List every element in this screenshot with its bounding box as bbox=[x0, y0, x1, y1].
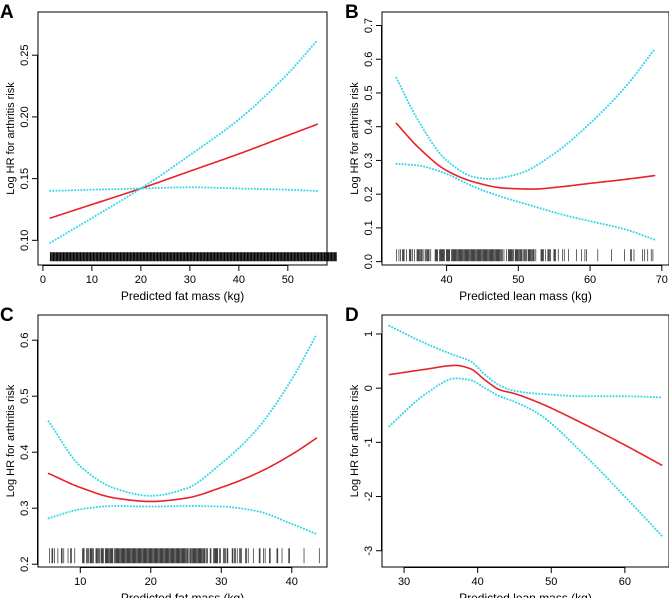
ci-upper-line-b bbox=[395, 48, 656, 180]
x-tick-label-b: 50 bbox=[512, 274, 524, 286]
x-tick-label-a: 40 bbox=[233, 274, 245, 286]
x-tick-label-c: 40 bbox=[286, 576, 298, 588]
y-axis-label-a: Log HR for arthritis risk bbox=[5, 82, 17, 195]
y-tick-label-b: 0.0 bbox=[363, 254, 375, 269]
estimate-line-a bbox=[49, 123, 318, 219]
ci-lower-line-a bbox=[49, 39, 319, 244]
y-tick-label-a: 0.10 bbox=[19, 230, 31, 251]
plot-frame-c bbox=[37, 314, 328, 568]
y-tick-label-b: 0.6 bbox=[363, 52, 375, 67]
rug-a bbox=[49, 252, 337, 262]
y-tick-label-c: 0.6 bbox=[19, 333, 31, 348]
ci-upper-line-d bbox=[388, 324, 663, 399]
y-tick-label-d: 1 bbox=[363, 331, 375, 337]
x-tick-label-d: 40 bbox=[472, 576, 484, 588]
panel-b-label: B bbox=[345, 2, 359, 23]
x-tick-label-d: 50 bbox=[545, 576, 557, 588]
panel-c: C 10 20 30 40 Predicted fat mass (kg) 0.2 0.3 0… bbox=[0, 305, 328, 598]
x-tick-label-c: 20 bbox=[145, 576, 157, 588]
y-tick-label-b: 0.5 bbox=[363, 85, 375, 100]
ci-lower-line-b bbox=[395, 162, 656, 241]
x-tick-label-c: 10 bbox=[74, 576, 86, 588]
x-tick-label-a: 30 bbox=[184, 274, 196, 286]
panel-a: A 0 10 20 30 40 50 Predicted fat mass (kg) 0.10… bbox=[0, 2, 337, 303]
x-tick-label-b: 70 bbox=[656, 274, 668, 286]
x-tick-label-a: 0 bbox=[40, 274, 46, 286]
x-tick-label-a: 20 bbox=[135, 274, 147, 286]
y-tick-label-d: -3 bbox=[363, 546, 375, 556]
panel-d: D 30 40 50 60 Predicted lean mass (kg) -3 -2 -1… bbox=[345, 305, 669, 598]
y-axis-label-d: Log HR for arthritis risk bbox=[349, 384, 361, 497]
x-tick-label-a: 50 bbox=[282, 274, 294, 286]
panel-c-label: C bbox=[0, 305, 14, 326]
ci-lower-line-c bbox=[47, 504, 318, 535]
y-tick-label-a: 0.15 bbox=[19, 168, 31, 189]
y-tick-label-a: 0.20 bbox=[19, 106, 31, 127]
y-tick-label-a: 0.25 bbox=[19, 44, 31, 65]
panel-a-label: A bbox=[0, 2, 14, 23]
y-tick-label-d: -2 bbox=[363, 492, 375, 502]
y-tick-label-c: 0.5 bbox=[19, 389, 31, 404]
y-tick-label-b: 0.2 bbox=[363, 187, 375, 202]
x-axis-label-d: Predicted lean mass (kg) bbox=[459, 591, 592, 598]
plot-frame-a bbox=[37, 11, 328, 266]
y-tick-label-b: 0.1 bbox=[363, 220, 375, 235]
x-axis-label-a: Predicted fat mass (kg) bbox=[121, 289, 244, 303]
y-axis-label-c: Log HR for arthritis risk bbox=[5, 384, 17, 497]
rug-c bbox=[49, 548, 320, 564]
x-tick-label-b: 60 bbox=[584, 274, 596, 286]
y-tick-label-b: 0.7 bbox=[363, 18, 375, 33]
y-tick-label-c: 0.2 bbox=[19, 557, 31, 572]
x-axis-label-c: Predicted fat mass (kg) bbox=[121, 591, 244, 598]
y-tick-label-d: -1 bbox=[363, 437, 375, 447]
y-tick-label-b: 0.4 bbox=[363, 119, 375, 134]
y-tick-label-b: 0.3 bbox=[363, 153, 375, 168]
x-tick-label-b: 40 bbox=[440, 274, 452, 286]
x-axis-label-b: Predicted lean mass (kg) bbox=[459, 289, 592, 303]
estimate-line-d bbox=[388, 364, 663, 466]
rug-b bbox=[396, 249, 654, 262]
y-tick-label-d: 0 bbox=[363, 385, 375, 391]
estimate-line-c bbox=[47, 437, 318, 503]
plot-frame-d bbox=[381, 314, 669, 568]
x-tick-label-d: 30 bbox=[398, 576, 410, 588]
panel-b: B 40 50 60 70 Predicted lean mass (kg) 0.0 0.1… bbox=[345, 2, 669, 303]
y-tick-label-c: 0.4 bbox=[19, 445, 31, 460]
ci-upper-line-a bbox=[49, 186, 319, 192]
y-tick-label-c: 0.3 bbox=[19, 501, 31, 516]
panel-d-label: D bbox=[345, 305, 359, 326]
y-axis-label-b: Log HR for arthritis risk bbox=[349, 82, 361, 195]
x-tick-label-d: 60 bbox=[619, 576, 631, 588]
ci-upper-line-c bbox=[47, 333, 318, 497]
plot-frame-b bbox=[381, 11, 669, 266]
x-tick-label-c: 30 bbox=[215, 576, 227, 588]
x-tick-label-a: 10 bbox=[86, 274, 98, 286]
ci-lower-line-d bbox=[388, 377, 663, 537]
estimate-line-b bbox=[395, 122, 656, 190]
